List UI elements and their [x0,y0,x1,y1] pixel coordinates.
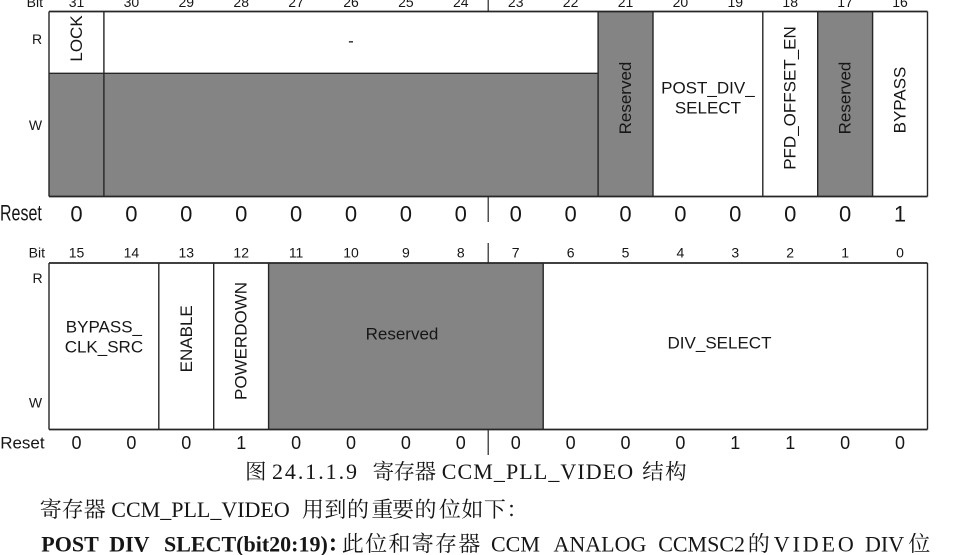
svg-text:0: 0 [619,202,631,227]
svg-text:23: 23 [508,0,524,10]
svg-text:CCMSC2: CCMSC2 [658,531,745,555]
svg-text:Reset: Reset [0,200,42,225]
svg-text:DIV_SELECT: DIV_SELECT [668,334,772,353]
svg-text:17: 17 [837,0,853,10]
svg-text:Bit: Bit [27,0,43,10]
svg-text:1: 1 [841,245,849,261]
svg-text:27: 27 [288,0,304,10]
svg-text:Reserved: Reserved [366,324,439,343]
svg-text:6: 6 [567,245,575,261]
svg-text:29: 29 [179,0,195,10]
svg-text:CCM_PLL_VIDEO: CCM_PLL_VIDEO [111,497,289,522]
svg-text:W: W [29,117,43,133]
svg-text:0: 0 [180,202,192,227]
svg-text:14: 14 [124,245,140,261]
svg-text:POST: POST [41,531,99,555]
svg-text:DIV: DIV [865,531,904,555]
svg-text:0: 0 [566,433,576,453]
svg-text:9: 9 [402,245,410,261]
svg-text:22: 22 [563,0,579,10]
svg-text:11: 11 [289,245,304,261]
svg-text:0: 0 [455,202,467,227]
svg-text:Bit: Bit [29,245,45,261]
svg-text:0: 0 [840,433,850,453]
svg-text:0: 0 [400,202,412,227]
svg-text:0: 0 [291,433,301,453]
svg-text:Reserved: Reserved [616,62,635,135]
svg-text:0: 0 [511,433,521,453]
svg-text:0: 0 [675,433,685,453]
svg-text:24.1.1.9: 24.1.1.9 [272,459,357,484]
svg-text:24: 24 [453,0,469,10]
svg-text:R: R [32,31,42,47]
svg-text:0: 0 [345,202,357,227]
svg-text:PFD_OFFSET_EN: PFD_OFFSET_EN [781,26,800,170]
svg-text:10: 10 [343,245,359,261]
svg-text:30: 30 [124,0,140,10]
svg-text:0: 0 [126,433,136,453]
svg-text:19: 19 [728,0,744,10]
svg-text:28: 28 [233,0,249,10]
svg-text:0: 0 [125,202,137,227]
svg-text:1: 1 [236,433,246,453]
svg-text:CCM_PLL_VIDEO: CCM_PLL_VIDEO [442,459,634,484]
svg-text:Reset: Reset [0,434,45,453]
svg-text:BYPASS_: BYPASS_ [66,318,143,337]
svg-text:1: 1 [785,433,795,453]
svg-text:25: 25 [398,0,414,10]
svg-text:13: 13 [179,245,195,261]
svg-text:R: R [32,270,42,286]
svg-text:DIV: DIV [109,531,149,555]
svg-text:SELECT: SELECT [675,99,741,118]
svg-text:0: 0 [456,433,466,453]
svg-text:0: 0 [181,433,191,453]
svg-text:ANALOG: ANALOG [554,531,647,555]
svg-text:2: 2 [786,245,794,261]
svg-text:0: 0 [839,202,851,227]
svg-text:0: 0 [674,202,686,227]
svg-text:VIDEO: VIDEO [774,531,854,555]
svg-text:BYPASS: BYPASS [891,67,910,134]
svg-text:SLECT(bit20:19): SLECT(bit20:19) [164,531,328,555]
svg-text:LOCK: LOCK [67,15,86,62]
svg-text:0: 0 [510,202,522,227]
svg-text:0: 0 [71,433,81,453]
svg-text:15: 15 [69,245,85,261]
svg-text:18: 18 [782,0,798,10]
svg-text:21: 21 [618,0,634,10]
svg-text:4: 4 [677,245,685,261]
svg-text:1: 1 [730,433,740,453]
svg-text:12: 12 [233,245,249,261]
svg-text:ENABLE: ENABLE [177,305,196,372]
svg-text:1: 1 [894,202,906,227]
svg-text:7: 7 [512,245,520,261]
svg-text:0: 0 [564,202,576,227]
svg-text:0: 0 [346,433,356,453]
svg-text:16: 16 [892,0,908,10]
svg-text:Reserved: Reserved [836,62,855,135]
svg-text:0: 0 [729,202,741,227]
svg-text:0: 0 [784,202,796,227]
svg-text:0: 0 [290,202,302,227]
svg-text:CCM: CCM [491,531,540,555]
svg-text:5: 5 [622,245,630,261]
svg-text:0: 0 [620,433,630,453]
svg-text:0: 0 [70,202,82,227]
svg-text:POWERDOWN: POWERDOWN [232,282,251,400]
svg-text:26: 26 [343,0,359,10]
svg-text:0: 0 [401,433,411,453]
svg-text:W: W [29,394,43,410]
svg-text:POST_DIV_: POST_DIV_ [661,79,755,98]
svg-text:-: - [348,31,354,50]
svg-text:0: 0 [895,433,905,453]
svg-text:0: 0 [896,245,904,261]
svg-text:31: 31 [69,0,85,10]
svg-text:CLK_SRC: CLK_SRC [65,338,143,357]
svg-text:20: 20 [673,0,689,10]
svg-text:3: 3 [731,245,739,261]
svg-text:0: 0 [235,202,247,227]
svg-text:8: 8 [457,245,465,261]
